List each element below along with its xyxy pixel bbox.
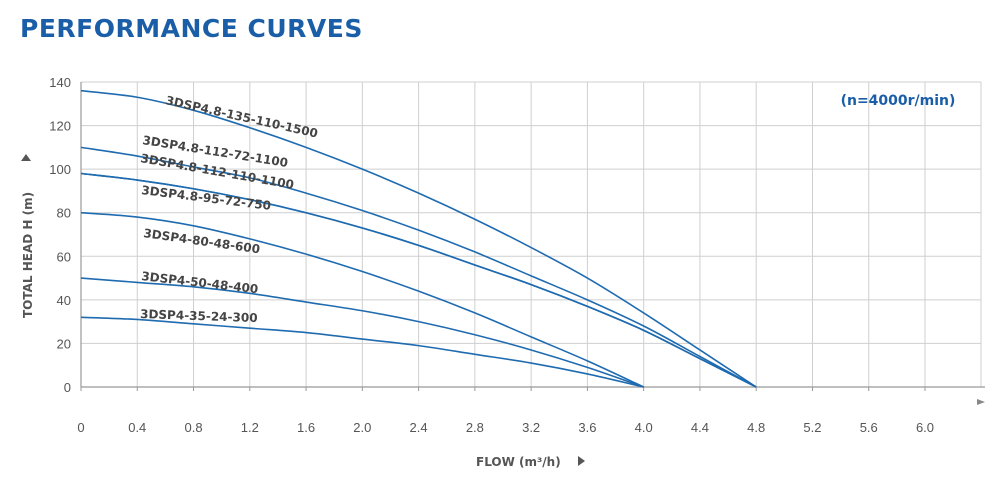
x-tick-label: 0.8 <box>184 420 202 435</box>
y-tick-label: 20 <box>57 336 71 351</box>
x-tick-label: 4.4 <box>691 420 709 435</box>
y-tick-label: 0 <box>64 380 71 395</box>
axes: 0 0.4 0.8 1.2 1.6 2.0 2.4 2.8 3.2 3.6 4.0 4.4 4.8 5.2… <box>49 75 985 435</box>
curve-3DSP4-50-48-400 <box>80 277 644 388</box>
x-tick-label: 1.2 <box>241 420 259 435</box>
curve-3DSP4.8-95-72-750 <box>80 172 757 388</box>
x-tick-label: 2.4 <box>410 420 428 435</box>
x-tick-label: 5.6 <box>860 420 878 435</box>
curve-label: 3DSP4-50-48-400 <box>141 269 259 296</box>
y-tick-label: 140 <box>49 75 71 90</box>
y-axis-title: TOTAL HEAD H (m) <box>21 154 35 318</box>
page-title: PERFORMANCE CURVES <box>20 14 363 43</box>
curve-label: 3DSP4-35-24-300 <box>140 307 258 325</box>
curve-3DSP4-35-24-300 <box>80 316 644 388</box>
speed-annotation: (n=4000r/min) <box>841 93 956 109</box>
x-axis-title: FLOW (m³/h) <box>476 455 585 469</box>
curve-label: 3DSP4.8-135-110-1500 <box>164 93 319 140</box>
x-tick-label: 3.6 <box>578 420 596 435</box>
grid <box>80 81 982 388</box>
curves <box>80 89 757 388</box>
curve-3DSP4.8-135-110-1500 <box>80 89 757 388</box>
curve-3DSP4.8-112-72-1100 <box>80 146 757 388</box>
y-tick-label: 80 <box>57 206 71 221</box>
x-tick-label: 1.6 <box>297 420 315 435</box>
x-tick-label: 6.0 <box>916 420 934 435</box>
y-tick-label: 100 <box>49 162 71 177</box>
x-axis-end-arrow-icon <box>977 399 985 405</box>
y-axis-label: TOTAL HEAD H (m) <box>21 192 35 318</box>
x-tick-label: 0 <box>77 420 84 435</box>
x-tick-label: 4.0 <box>635 420 653 435</box>
x-tick-label: 5.2 <box>803 420 821 435</box>
y-tick-label: 60 <box>57 249 71 264</box>
curve-3DSP4-80-48-600 <box>80 211 645 388</box>
x-axis-arrow-icon <box>578 456 585 466</box>
curve-label: 3DSP4.8-95-72-750 <box>141 183 272 213</box>
y-tick-label: 120 <box>49 119 71 134</box>
x-tick-label: 4.8 <box>747 420 765 435</box>
x-axis-label: FLOW (m³/h) <box>476 455 561 469</box>
x-tick-label: 3.2 <box>522 420 540 435</box>
x-tick-label: 0.4 <box>128 420 146 435</box>
x-tick-label: 2.8 <box>466 420 484 435</box>
x-tick-label: 2.0 <box>353 420 371 435</box>
y-tick-label: 40 <box>57 293 71 308</box>
y-axis-arrow-icon <box>21 154 31 161</box>
curve-label: 3DSP4-80-48-600 <box>143 226 261 256</box>
